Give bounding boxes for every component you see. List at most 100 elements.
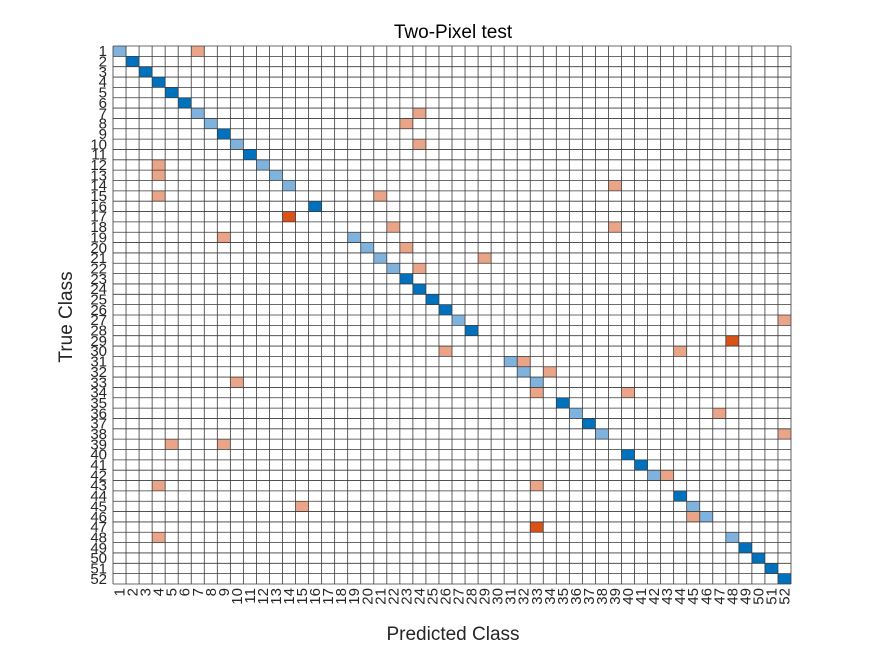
y-tick-label-49: 49 — [90, 540, 107, 557]
y-tick-label-13: 13 — [90, 167, 107, 184]
y-tick-label-2: 2 — [99, 54, 107, 71]
matrix-grid — [112, 45, 792, 585]
correct-cell-41 — [634, 459, 648, 471]
error-cell-8-23 — [399, 118, 413, 129]
y-tick-label-26: 26 — [90, 302, 107, 319]
y-tick-label-43: 43 — [90, 478, 107, 495]
correct-cell-48 — [725, 532, 739, 543]
x-tick-label-48: 48 — [724, 588, 741, 605]
x-tick-label-13: 13 — [268, 588, 285, 605]
x-tick-label-22: 22 — [385, 588, 402, 605]
y-tick-label-30: 30 — [90, 343, 107, 360]
y-tick-label-32: 32 — [90, 364, 107, 381]
correct-cell-6 — [178, 97, 192, 109]
x-tick-label-52: 52 — [776, 588, 793, 605]
y-tick-label-36: 36 — [90, 405, 107, 422]
error-cell-30-26 — [438, 346, 452, 357]
error-cell-14-39 — [608, 180, 622, 191]
error-cell-20-23 — [399, 242, 413, 253]
x-tick-label-4: 4 — [151, 588, 168, 596]
error-cell-48-4 — [152, 532, 166, 543]
correct-cell-9 — [217, 128, 231, 140]
error-cell-18-22 — [386, 221, 400, 233]
y-tick-label-45: 45 — [90, 498, 107, 515]
y-tick-label-52: 52 — [90, 571, 107, 588]
x-tick-label-26: 26 — [437, 588, 454, 605]
x-tick-label-27: 27 — [451, 588, 468, 605]
x-tick-label-50: 50 — [750, 588, 767, 605]
x-tick-label-46: 46 — [698, 588, 715, 605]
error-cell-42-43 — [660, 470, 674, 481]
correct-cell-25 — [425, 294, 439, 305]
y-tick-label-31: 31 — [90, 354, 107, 371]
correct-cell-51 — [764, 563, 778, 574]
x-tick-label-7: 7 — [190, 588, 207, 596]
y-tick-label-27: 27 — [90, 312, 107, 329]
y-tick-label-19: 19 — [90, 229, 107, 246]
correct-cell-23 — [399, 273, 413, 284]
correct-cell-22 — [386, 263, 400, 274]
x-tick-label-28: 28 — [464, 588, 481, 605]
x-tick-label-29: 29 — [477, 588, 494, 605]
y-tick-label-20: 20 — [90, 240, 107, 257]
x-tick-label-31: 31 — [503, 588, 520, 605]
error-cell-39-5 — [165, 439, 179, 450]
x-tick-label-35: 35 — [555, 588, 572, 605]
x-tick-label-45: 45 — [685, 588, 702, 605]
x-tick-label-11: 11 — [242, 588, 259, 604]
x-tick-label-40: 40 — [620, 588, 637, 605]
y-tick-label-12: 12 — [90, 157, 107, 174]
y-tick-label-33: 33 — [90, 374, 107, 391]
x-tick-label-43: 43 — [659, 588, 676, 605]
correct-cell-42 — [647, 470, 661, 481]
error-cell-46-45 — [686, 511, 700, 522]
error-cell-29-48 — [725, 335, 739, 347]
x-tick-label-2: 2 — [125, 588, 142, 596]
correct-cell-2 — [126, 56, 140, 67]
x-tick-label-30: 30 — [490, 588, 507, 605]
correct-cell-40 — [621, 449, 635, 460]
x-axis-label: Predicted Class — [386, 624, 519, 645]
error-cell-21-29 — [478, 252, 492, 264]
correct-cell-20 — [360, 242, 374, 253]
error-cell-43-4 — [152, 480, 166, 491]
y-tick-label-11: 11 — [91, 147, 107, 164]
correct-cell-5 — [165, 87, 179, 98]
y-tick-label-48: 48 — [90, 529, 107, 546]
correct-cell-35 — [556, 397, 570, 409]
correct-cell-44 — [673, 490, 687, 502]
error-cell-43-33 — [530, 480, 544, 491]
y-tick-label-15: 15 — [90, 188, 107, 205]
y-tick-label-9: 9 — [99, 126, 107, 143]
x-tick-label-41: 41 — [633, 588, 650, 605]
error-cell-38-52 — [777, 428, 791, 440]
error-cell-32-34 — [543, 366, 557, 378]
x-tick-label-8: 8 — [203, 588, 220, 596]
x-tick-label-23: 23 — [398, 588, 415, 605]
x-tick-label-44: 44 — [672, 588, 689, 605]
y-tick-label-51: 51 — [90, 560, 107, 577]
x-tick-label-17: 17 — [320, 588, 337, 605]
x-tick-label-21: 21 — [372, 588, 389, 605]
correct-cell-46 — [699, 511, 713, 522]
x-tick-label-9: 9 — [216, 588, 233, 596]
correct-cell-49 — [738, 542, 752, 553]
y-tick-label-40: 40 — [90, 447, 107, 464]
correct-cell-52 — [777, 573, 791, 584]
error-cell-13-4 — [152, 170, 166, 181]
x-tick-label-42: 42 — [646, 588, 663, 605]
error-cell-39-9 — [217, 439, 231, 450]
error-cell-15-21 — [373, 190, 387, 202]
error-cell-33-10 — [230, 377, 244, 388]
chart-title: Two-Pixel test — [394, 22, 513, 43]
error-cell-36-47 — [712, 408, 726, 419]
x-tick-label-19: 19 — [346, 588, 363, 605]
correct-cell-26 — [438, 304, 452, 315]
correct-cell-33 — [530, 377, 544, 388]
correct-cell-12 — [256, 159, 270, 171]
y-tick-label-37: 37 — [90, 416, 107, 433]
y-tick-label-35: 35 — [90, 395, 107, 412]
correct-cell-3 — [139, 66, 153, 78]
y-tick-label-42: 42 — [90, 467, 107, 484]
